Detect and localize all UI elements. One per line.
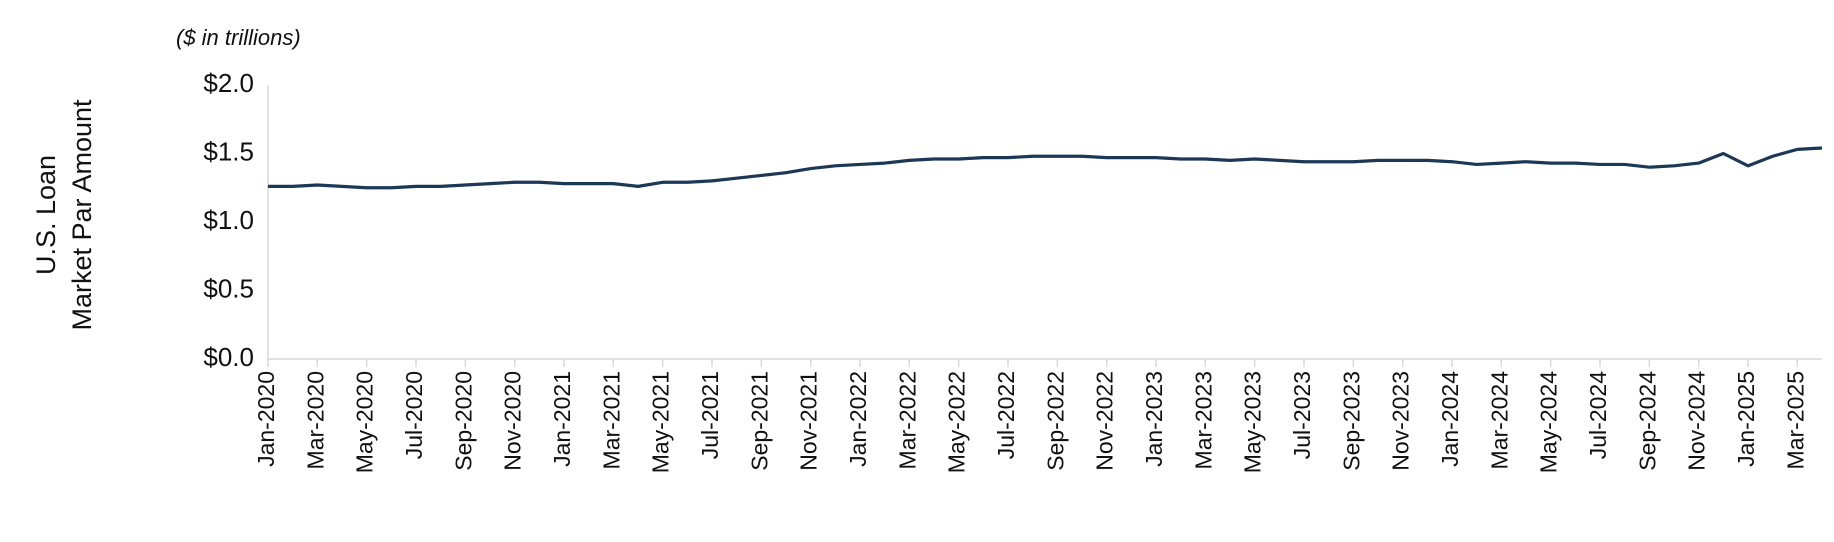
y-tick-label: $1.0 (203, 205, 254, 235)
x-tick-label: Mar-2021 (598, 371, 624, 469)
x-tick-label: Sep-2024 (1634, 371, 1660, 471)
y-axis-label-line: U.S. Loan (31, 155, 61, 275)
x-tick-label: Nov-2022 (1092, 371, 1118, 471)
x-tick-label: Jan-2024 (1437, 371, 1463, 467)
data-line (268, 146, 1823, 190)
x-tick-label: Mar-2024 (1486, 371, 1512, 470)
x-tick-label: Jan-2025 (1733, 371, 1759, 467)
x-tick-label: Jul-2022 (993, 371, 1019, 459)
x-tick-label: Sep-2022 (1042, 371, 1068, 471)
x-tick-label: Sep-2021 (746, 371, 772, 471)
x-tick-label: May-2020 (352, 371, 378, 473)
x-tick-label: May-2021 (648, 371, 674, 473)
x-tick-label: Jan-2022 (845, 371, 871, 467)
x-tick-label: Mar-2020 (302, 371, 328, 469)
x-tick-label: Jan-2021 (549, 371, 575, 467)
x-tick-label: Nov-2024 (1684, 371, 1710, 471)
x-tick-label: Nov-2021 (796, 371, 822, 471)
x-tick-label: Nov-2023 (1388, 371, 1414, 471)
x-tick-label: Jul-2024 (1585, 371, 1611, 459)
x-tick-label: Mar-2023 (1190, 371, 1216, 469)
y-tick-label: $0.0 (203, 342, 254, 372)
x-tick-label: Jul-2021 (697, 371, 723, 459)
x-tick-label: May-2024 (1536, 371, 1562, 473)
y-tick-label: $1.5 (203, 136, 254, 166)
y-tick-label: $0.5 (203, 273, 254, 303)
x-tick-label: Mar-2022 (894, 371, 920, 469)
x-tick-label: Jul-2020 (401, 371, 427, 459)
x-tick-label: Sep-2023 (1338, 371, 1364, 471)
y-axis-label: U.S. Loan Market Par Amount (31, 99, 97, 331)
x-tick-label: Sep-2020 (450, 371, 476, 471)
chart-subtitle: ($ in trillions) (176, 25, 301, 50)
x-tick-label: Nov-2020 (500, 371, 526, 471)
x-tick-label: Jul-2023 (1289, 371, 1315, 459)
x-tick-label: Jan-2023 (1141, 371, 1167, 467)
x-tick-label: Mar-2025 (1782, 371, 1808, 469)
x-tick-label: May-2023 (1240, 371, 1266, 473)
x-tick-label: Jan-2020 (253, 371, 279, 467)
x-tick-label: May-2022 (944, 371, 970, 473)
y-axis-label-line: Market Par Amount (67, 99, 97, 331)
y-tick-label: $2.0 (203, 68, 254, 98)
